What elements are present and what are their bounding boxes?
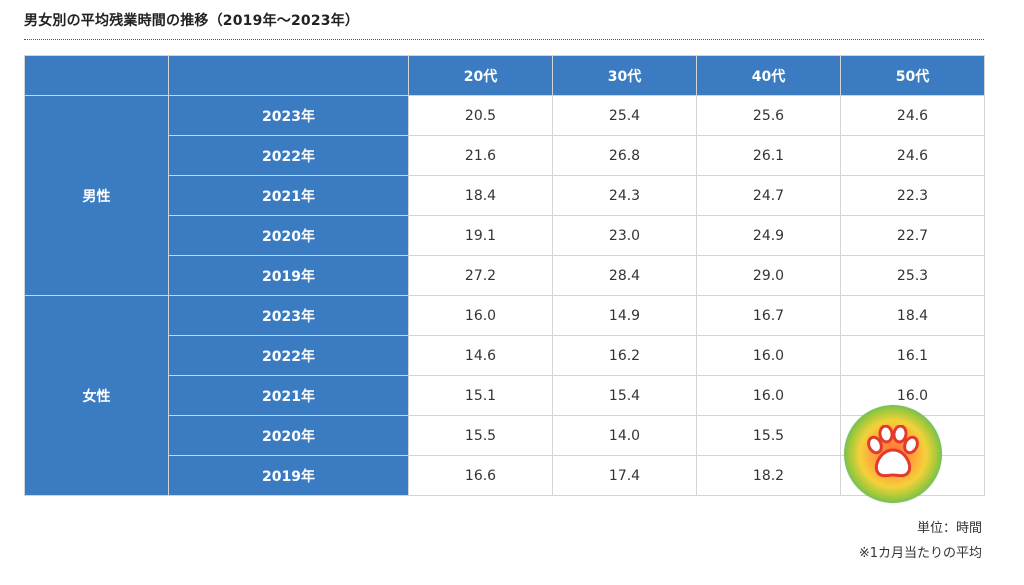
table-cell: 29.0 — [696, 255, 841, 296]
table-row: 2020年 15.5 14.0 15.5 15. — [25, 415, 985, 456]
table-cell: 23.0 — [552, 215, 697, 256]
table-cell: 15.1 — [408, 375, 553, 416]
table-cell: 18.4 — [408, 175, 553, 216]
table-cell: 25.4 — [552, 95, 697, 136]
year-label: 2021年 — [168, 175, 409, 216]
table-cell: 19.1 — [408, 215, 553, 256]
table-cell: 27.2 — [408, 255, 553, 296]
table-cell: 15.5 — [696, 415, 841, 456]
table-cell: 22.3 — [840, 175, 985, 216]
table-row: 2019年 27.2 28.4 29.0 25.3 — [25, 255, 985, 296]
table-cell: 26.8 — [552, 135, 697, 176]
unit-note: 単位：時間 — [916, 521, 982, 536]
table-row: 男性 2023年 20.5 25.4 25.6 24.6 — [24, 95, 985, 296]
table-cell: 24.6 — [840, 95, 985, 136]
table-cell: 14.0 — [552, 415, 697, 456]
table-cell: 25.3 — [840, 255, 985, 296]
table-row: 2022年 14.6 16.2 16.0 16.1 — [25, 335, 985, 376]
header-50s: 50代 — [840, 55, 985, 96]
table-row: 女性 2023年 16.0 14.9 16.7 18.4 — [24, 295, 985, 496]
table-cell: 24.3 — [552, 175, 697, 216]
year-label: 2022年 — [168, 335, 409, 376]
table-cell: 24.6 — [840, 135, 985, 176]
table-cell: 20.5 — [408, 95, 553, 136]
table-cell: 16.1 — [840, 335, 985, 376]
table-row: 2022年 21.6 26.8 26.1 24.6 — [25, 135, 985, 176]
year-label: 2022年 — [168, 135, 409, 176]
table-row: 2021年 18.4 24.3 24.7 22.3 — [25, 175, 985, 216]
table-cell: 28.4 — [552, 255, 697, 296]
table-cell: 26.1 — [696, 135, 841, 176]
table-header-row: 20代 30代 40代 50代 — [24, 55, 985, 96]
table-cell: 16.0 — [696, 375, 841, 416]
table-cell: 22.7 — [840, 215, 985, 256]
gender-label-male: 男性 — [24, 95, 169, 296]
year-label: 2020年 — [168, 215, 409, 256]
table-cell: 16.0 — [408, 295, 553, 336]
table-cell: 14.6 — [408, 335, 553, 376]
gender-label-female: 女性 — [24, 295, 169, 496]
table-cell: 18.2 — [696, 455, 841, 496]
header-year — [168, 55, 409, 96]
table-cell: 16.2 — [552, 335, 697, 376]
table-cell: 21.6 — [408, 135, 553, 176]
paw-icon — [867, 425, 919, 478]
overtime-table-container: 20代 30代 40代 50代 男性 2023年 20.5 25.4 25.6 … — [24, 55, 985, 496]
year-label: 2023年 — [168, 295, 409, 336]
year-label: 2021年 — [168, 375, 409, 416]
header-30s: 30代 — [552, 55, 697, 96]
table-cell: 14.9 — [552, 295, 697, 336]
table-row: 2020年 19.1 23.0 24.9 22.7 — [25, 215, 985, 256]
year-label: 2019年 — [168, 455, 409, 496]
table-cell: 18.4 — [840, 295, 985, 336]
table-cell: 15.4 — [552, 375, 697, 416]
header-40s: 40代 — [696, 55, 841, 96]
paw-icon-button[interactable] — [844, 405, 942, 503]
table-row: 2021年 15.1 15.4 16.0 16.0 — [25, 375, 985, 416]
table-row: 2019年 16.6 17.4 18.2 20. — [25, 455, 985, 496]
table-cell: 16.7 — [696, 295, 841, 336]
table-cell: 16.6 — [408, 455, 553, 496]
table-cell: 17.4 — [552, 455, 697, 496]
header-gender — [24, 55, 169, 96]
header-20s: 20代 — [408, 55, 553, 96]
page-title: 男女別の平均残業時間の推移（2019年〜2023年） — [24, 10, 984, 40]
table-cell: 15.5 — [408, 415, 553, 456]
table-cell: 16.0 — [696, 335, 841, 376]
table-cell: 24.7 — [696, 175, 841, 216]
year-label: 2023年 — [168, 95, 409, 136]
table-cell: 25.6 — [696, 95, 841, 136]
footnote: ※1カ月当たりの平均 — [858, 546, 982, 561]
year-label: 2019年 — [168, 255, 409, 296]
overtime-table: 20代 30代 40代 50代 男性 2023年 20.5 25.4 25.6 … — [24, 55, 985, 496]
table-cell: 24.9 — [696, 215, 841, 256]
year-label: 2020年 — [168, 415, 409, 456]
